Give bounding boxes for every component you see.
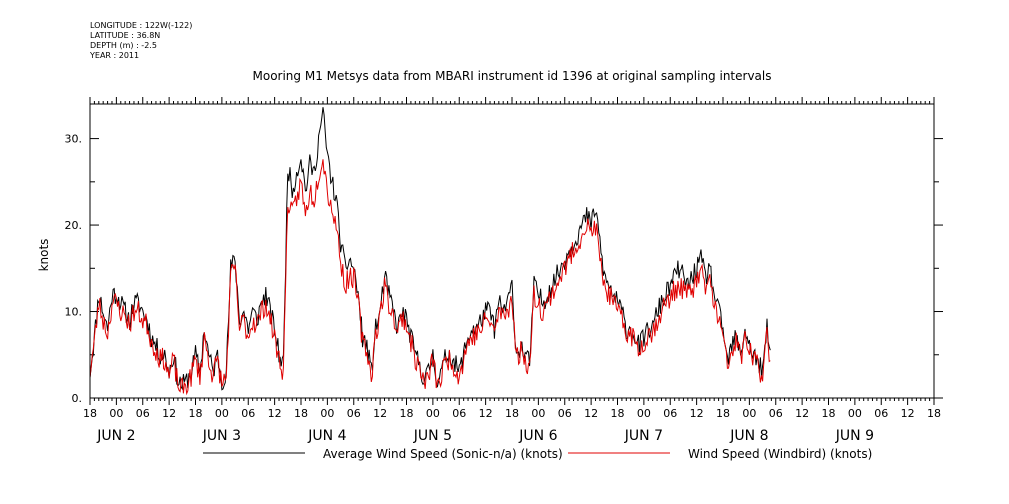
x-tick-label: 12: [373, 407, 387, 420]
y-axis-label: knots: [37, 239, 51, 272]
x-tick-label: 06: [136, 407, 150, 420]
x-tick-label: 00: [531, 407, 545, 420]
x-tick-label: 00: [848, 407, 862, 420]
x-tick-label: 00: [109, 407, 123, 420]
x-tick-label: 12: [268, 407, 282, 420]
x-tick-label: 18: [927, 407, 941, 420]
meta-year: YEAR : 2011: [89, 51, 139, 60]
x-tick-label: 12: [479, 407, 493, 420]
x-tick-label: 18: [189, 407, 203, 420]
x-tick-label: 06: [663, 407, 677, 420]
x-date-label: JUN 8: [729, 428, 768, 444]
x-date-label: JUN 3: [202, 428, 241, 444]
x-tick-label: 06: [558, 407, 572, 420]
y-tick-label: 0.: [72, 392, 83, 405]
x-tick-label: 06: [874, 407, 888, 420]
x-tick-label: 18: [294, 407, 308, 420]
plot-frame: [89, 103, 935, 399]
x-date-label: JUN 5: [413, 428, 452, 444]
x-tick-label: 00: [215, 407, 229, 420]
x-tick-label: 00: [637, 407, 651, 420]
series-line-2: [89, 159, 771, 396]
series-line-1: [89, 107, 771, 391]
x-date-label: JUN 4: [307, 428, 346, 444]
x-date-label: JUN 7: [624, 428, 663, 444]
x-tick-label: 00: [742, 407, 756, 420]
x-tick-label: 12: [901, 407, 915, 420]
legend-label-series-2: Wind Speed (Windbird) (knots): [688, 447, 872, 461]
legend: Average Wind Speed (Sonic-n/a) (knots) W…: [203, 447, 872, 461]
x-tick-label: 18: [400, 407, 414, 420]
meta-depth: DEPTH (m) : -2.5: [90, 41, 157, 50]
series-lines: [89, 107, 771, 396]
x-tick-label: 00: [426, 407, 440, 420]
x-tick-label: 06: [452, 407, 466, 420]
x-date-label: JUN 6: [518, 428, 557, 444]
axis-tick-labels: 18 00 06 12 18 00 06 12 18 00 06 12 18 00 06 12 18 00 06 12…: [65, 133, 942, 444]
x-tick-label: 06: [769, 407, 783, 420]
meta-latitude: LATITUDE : 36.8N: [90, 31, 160, 40]
y-tick-label: 10.: [65, 306, 83, 319]
legend-label-series-1: Average Wind Speed (Sonic-n/a) (knots): [323, 447, 563, 461]
chart-title: Mooring M1 Metsys data from MBARI instru…: [253, 69, 772, 83]
x-date-label: JUN 9: [835, 428, 874, 444]
x-tick-label: 18: [83, 407, 97, 420]
x-date-label: JUN 2: [96, 428, 135, 444]
meta-longitude: LONGITUDE : 122W(-122): [90, 21, 192, 30]
x-tick-label: 18: [505, 407, 519, 420]
x-tick-label: 12: [690, 407, 704, 420]
x-tick-label: 12: [162, 407, 176, 420]
x-tick-label: 00: [320, 407, 334, 420]
y-tick-label: 20.: [65, 219, 83, 232]
x-tick-label: 12: [584, 407, 598, 420]
x-tick-label: 12: [795, 407, 809, 420]
x-tick-label: 06: [347, 407, 361, 420]
x-tick-label: 18: [822, 407, 836, 420]
x-tick-label: 18: [611, 407, 625, 420]
x-tick-label: 06: [241, 407, 255, 420]
x-tick-label: 18: [716, 407, 730, 420]
y-tick-label: 30.: [65, 133, 83, 146]
